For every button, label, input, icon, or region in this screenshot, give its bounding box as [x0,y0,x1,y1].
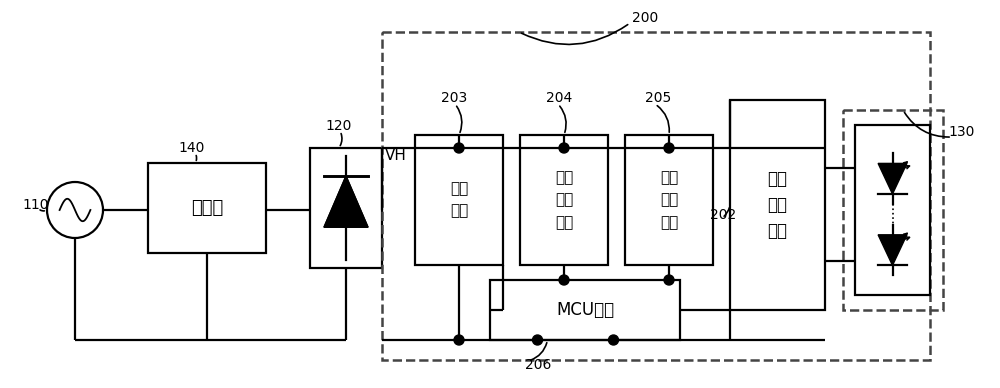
Text: 调光器: 调光器 [191,199,223,217]
Text: 205: 205 [645,91,671,105]
Bar [625,135,713,265]
Text: 200: 200 [632,11,658,25]
Circle shape [559,143,569,153]
Text: 140: 140 [178,141,204,155]
Circle shape [664,143,674,153]
Circle shape [454,143,464,153]
Text: 204: 204 [546,91,572,105]
Bar [148,163,266,253]
Text: MCU模块: MCU模块 [556,301,614,319]
Text: 202: 202 [710,208,736,222]
Circle shape [47,182,103,238]
Polygon shape [324,176,368,227]
Circle shape [664,275,674,285]
Polygon shape [324,176,368,227]
Bar [310,148,382,268]
Circle shape [608,335,618,345]
Text: 旁路
电路: 旁路 电路 [450,182,468,218]
Circle shape [454,335,464,345]
Text: 130: 130 [948,125,974,139]
Text: 206: 206 [525,358,551,372]
Text: 过零
检测
电路: 过零 检测 电路 [555,170,573,230]
Bar [730,100,825,310]
Bar [382,32,930,360]
Polygon shape [878,235,907,265]
Bar [415,135,503,265]
Bar [855,125,930,295]
Text: 203: 203 [441,91,467,105]
Text: VH: VH [385,149,407,163]
Text: 功率
转换
电路: 功率 转换 电路 [768,170,788,241]
Circle shape [559,275,569,285]
Text: 数据
采样
电路: 数据 采样 电路 [660,170,678,230]
Text: 120: 120 [325,119,351,133]
Polygon shape [878,163,907,194]
Text: 110: 110 [22,198,48,212]
Bar [843,110,943,310]
Circle shape [532,335,542,345]
Bar [520,135,608,265]
Bar [490,280,680,340]
